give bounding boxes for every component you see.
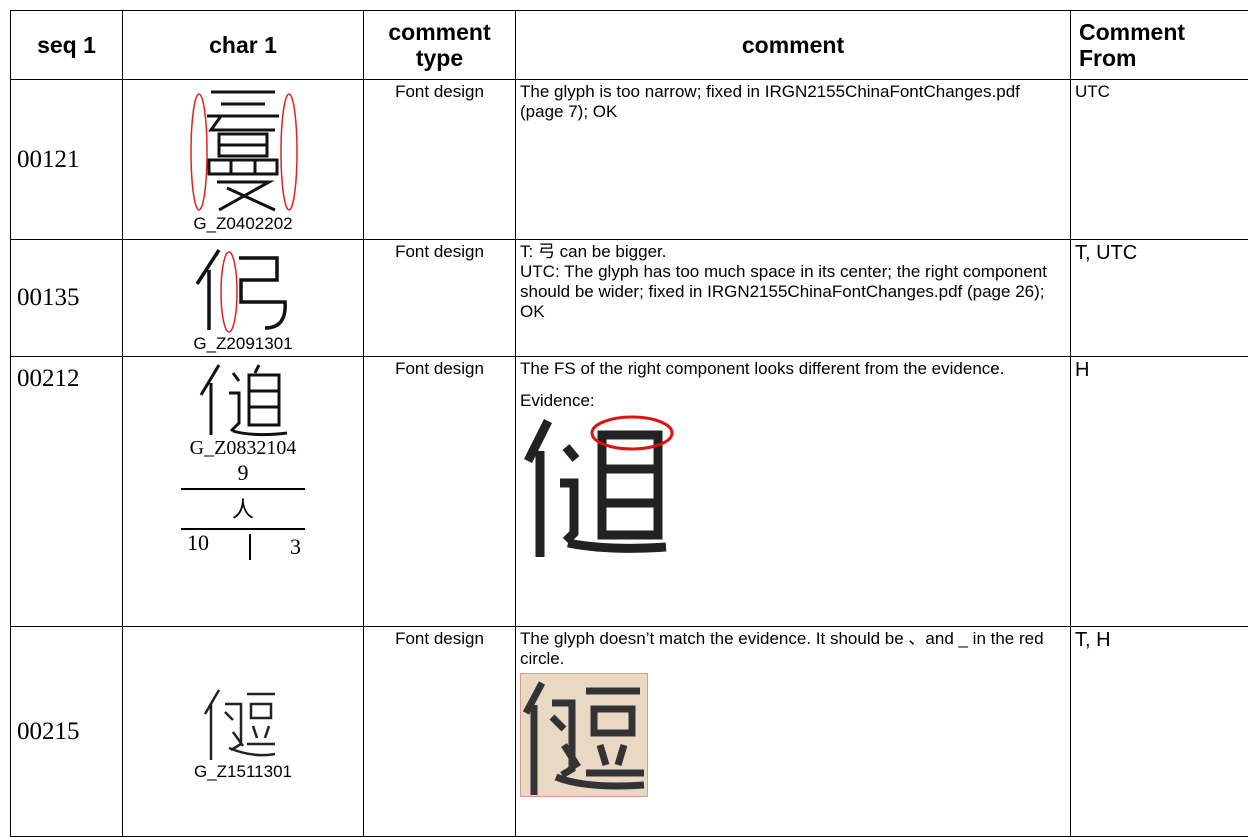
- seq: 00212: [10, 356, 123, 627]
- comment-text: T: 弓 can be bigger.: [520, 242, 667, 261]
- header-cell: seq 1: [10, 10, 123, 80]
- glyph-code: G_Z0832104: [189, 437, 297, 459]
- header-cell: comment: [515, 10, 1071, 80]
- row: 00212 G_Z0832104 9 人 10 3 Font design Th…: [10, 356, 1248, 627]
- comment-type: Font design: [363, 79, 516, 240]
- comment-text: The glyph doesn’t match the evidence. It…: [520, 629, 1044, 668]
- glyph-code: G_Z1511301: [194, 761, 292, 781]
- row: 00121 G_Z0402202 Font design The glyph i…: [10, 79, 1248, 240]
- comment-from: H: [1070, 356, 1248, 627]
- glyph: [199, 364, 288, 437]
- comment-from: UTC: [1070, 79, 1248, 240]
- stroke-count: 9: [237, 460, 249, 485]
- evidence-image: [523, 415, 674, 557]
- comment-text: Evidence:: [520, 391, 595, 410]
- seq: 00215: [10, 626, 123, 837]
- total-strokes: 10: [187, 530, 209, 555]
- comment: The FS of the right component looks diff…: [515, 356, 1071, 627]
- glyph: [195, 249, 287, 333]
- comment-from: T, H: [1070, 626, 1248, 837]
- row: 00135 G_Z2091301 Font design T: 弓 can be…: [10, 239, 1248, 357]
- radical: 人: [231, 497, 254, 522]
- comment-table: seq 1 char 1 comment type comment Commen…: [10, 10, 1248, 837]
- comment-from: T, UTC: [1070, 239, 1248, 357]
- comment-type: Font design: [363, 239, 516, 357]
- char-cell: G_Z0832104 9 人 10 3: [122, 356, 364, 627]
- comment-text: The FS of the right component looks diff…: [520, 359, 1005, 378]
- comment-text: UTC: The glyph has too much space in its…: [520, 262, 1047, 321]
- header-row: seq 1 char 1 comment type comment Commen…: [10, 10, 1248, 80]
- header-cell: Comment From: [1070, 10, 1248, 80]
- glyph-code: G_Z0402202: [193, 214, 293, 233]
- glyph: [190, 90, 298, 212]
- glyph: [203, 688, 276, 760]
- comment-type: Font design: [363, 356, 516, 627]
- char-cell: G_Z1511301: [122, 626, 364, 837]
- glyph-code: G_Z2091301: [193, 334, 293, 353]
- evidence-image: [520, 673, 648, 797]
- row: 00215 G_Z1511301 Font design The glyph d…: [10, 626, 1248, 837]
- residual-strokes: 3: [249, 534, 301, 560]
- char-cell: G_Z2091301: [122, 239, 364, 357]
- stroke-info: 10 3: [181, 528, 305, 564]
- seq: 00121: [10, 79, 123, 240]
- seq: 00135: [10, 239, 123, 357]
- header-cell: char 1: [122, 10, 364, 80]
- comment: T: 弓 can be bigger. UTC: The glyph has t…: [515, 239, 1071, 357]
- comment-text: The glyph is too narrow; fixed in IRGN21…: [520, 82, 1020, 121]
- header-cell: comment type: [363, 10, 516, 80]
- comment-type: Font design: [363, 626, 516, 837]
- comment: The glyph doesn’t match the evidence. It…: [515, 626, 1071, 837]
- char-cell: G_Z0402202: [122, 79, 364, 240]
- comment: The glyph is too narrow; fixed in IRGN21…: [515, 79, 1071, 240]
